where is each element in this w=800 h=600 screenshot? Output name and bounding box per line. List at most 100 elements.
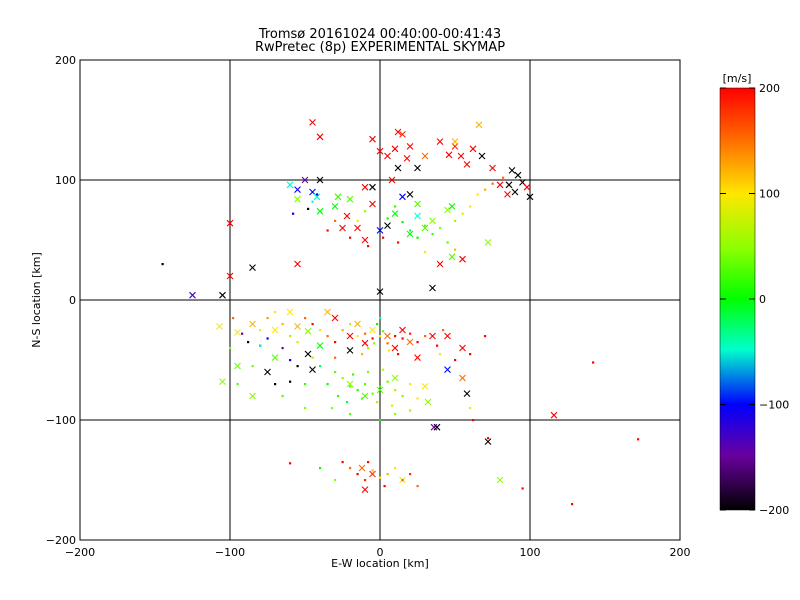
scatter-point-dot bbox=[274, 311, 277, 314]
scatter-point-dot bbox=[376, 401, 379, 404]
cross-stroke bbox=[313, 193, 321, 201]
scatter-point-dot bbox=[391, 404, 394, 407]
scatter-point-cross bbox=[429, 217, 436, 225]
cross-stroke bbox=[406, 191, 414, 198]
cross-stroke bbox=[369, 183, 376, 191]
cross-stroke bbox=[424, 398, 432, 406]
scatter-point-dot bbox=[334, 341, 337, 344]
cross-stroke bbox=[429, 332, 436, 340]
scatter-point-dot bbox=[349, 323, 352, 326]
scatter-point-cross bbox=[508, 167, 516, 174]
scatter-point-cross bbox=[354, 224, 361, 232]
scatter-point-cross bbox=[451, 143, 459, 150]
scatter-point-dot bbox=[442, 329, 445, 332]
cross-stroke bbox=[249, 320, 256, 328]
scatter-point-cross bbox=[219, 378, 226, 385]
scatter-point-dot bbox=[379, 476, 382, 479]
scatter-point-cross bbox=[394, 128, 402, 136]
cross-stroke bbox=[316, 133, 324, 141]
scatter-point-dot bbox=[161, 263, 164, 266]
colorbar-tick-label: 200 bbox=[759, 82, 780, 95]
cross-stroke bbox=[226, 219, 234, 227]
scatter-point-cross bbox=[436, 138, 444, 145]
scatter-point-dot bbox=[401, 221, 404, 224]
scatter-point-dot bbox=[386, 217, 389, 220]
scatter-point-cross bbox=[384, 332, 391, 340]
scatter-point-dot bbox=[349, 467, 352, 470]
scatter-point-cross bbox=[421, 152, 429, 160]
scatter-point-dot bbox=[346, 401, 349, 404]
scatter-point-cross bbox=[249, 264, 256, 271]
scatter-point-dot bbox=[289, 462, 292, 465]
scatter-point-dot bbox=[388, 349, 391, 352]
cross-stroke bbox=[304, 327, 312, 335]
cross-stroke bbox=[376, 288, 384, 295]
cross-stroke bbox=[343, 212, 351, 220]
cross-stroke bbox=[421, 383, 429, 390]
scatter-point-cross bbox=[334, 193, 342, 201]
scatter-point-dot bbox=[349, 413, 352, 416]
scatter-point-cross bbox=[391, 210, 399, 217]
scatter-point-dot bbox=[319, 467, 322, 470]
scatter-point-dot bbox=[416, 341, 419, 344]
scatter-point-dot bbox=[401, 337, 404, 340]
scatter-point-dot bbox=[292, 212, 295, 215]
cross-stroke bbox=[271, 326, 279, 334]
cross-stroke bbox=[219, 291, 226, 299]
scatter-point-cross bbox=[313, 193, 321, 201]
scatter-point-cross bbox=[286, 308, 294, 316]
scatter-point-dot bbox=[289, 335, 292, 338]
scatter-point-dot bbox=[461, 212, 464, 215]
scatter-point-dot bbox=[311, 323, 314, 326]
chart-subtitle: RwPretec (8p) EXPERIMENTAL SKYMAP bbox=[255, 40, 505, 55]
cross-stroke bbox=[394, 164, 402, 172]
grid-lines bbox=[80, 60, 680, 540]
scatter-point-dot bbox=[397, 353, 400, 356]
scatter-point-dot bbox=[469, 205, 472, 208]
scatter-point-cross bbox=[459, 344, 466, 352]
scatter-point-dot bbox=[382, 368, 385, 371]
cross-stroke bbox=[334, 193, 342, 201]
cross-stroke bbox=[414, 164, 421, 172]
cross-stroke bbox=[451, 143, 459, 150]
cross-stroke bbox=[429, 284, 436, 292]
scatter-point-cross bbox=[271, 354, 279, 361]
cross-stroke bbox=[309, 119, 316, 126]
cross-stroke bbox=[436, 138, 444, 145]
scatter-point-cross bbox=[514, 171, 522, 179]
scatter-point-dot bbox=[386, 473, 389, 476]
cross-stroke bbox=[346, 332, 354, 340]
scatter-point-cross bbox=[304, 327, 312, 335]
x-tick-label: 200 bbox=[670, 546, 691, 559]
cross-stroke bbox=[436, 260, 444, 268]
cross-stroke bbox=[309, 188, 316, 196]
scatter-point-cross bbox=[294, 195, 301, 203]
colorbar-tick-label: −100 bbox=[759, 399, 789, 412]
cross-stroke bbox=[376, 386, 384, 394]
cross-stroke bbox=[448, 203, 456, 210]
cross-stroke bbox=[354, 320, 361, 328]
x-tick-label: −200 bbox=[65, 546, 95, 559]
cross-stroke bbox=[301, 176, 309, 184]
cross-stroke bbox=[523, 183, 531, 191]
scatter-point-dot bbox=[487, 437, 490, 440]
scatter-point-cross bbox=[444, 206, 451, 214]
scatter-point-cross bbox=[264, 368, 271, 376]
scatter-point-dot bbox=[356, 219, 359, 222]
scatter-point-cross bbox=[504, 191, 511, 198]
scatter-point-dot bbox=[334, 356, 337, 359]
cross-stroke bbox=[316, 342, 324, 349]
scatter-point-cross bbox=[331, 314, 339, 322]
scatter-point-cross bbox=[309, 119, 316, 126]
scatter-point-dot bbox=[401, 479, 404, 482]
cross-stroke bbox=[526, 193, 534, 201]
scatter-point-cross bbox=[361, 236, 369, 244]
scatter-point-dot bbox=[367, 245, 370, 248]
scatter-point-dot bbox=[319, 365, 322, 368]
y-tick-label: 100 bbox=[55, 174, 76, 187]
cross-stroke bbox=[430, 423, 438, 431]
chart-title: Tromsø 20161024 00:40:00-00:41:43 bbox=[258, 27, 501, 42]
scatter-point-cross bbox=[526, 193, 534, 201]
scatter-point-dot bbox=[637, 438, 640, 441]
